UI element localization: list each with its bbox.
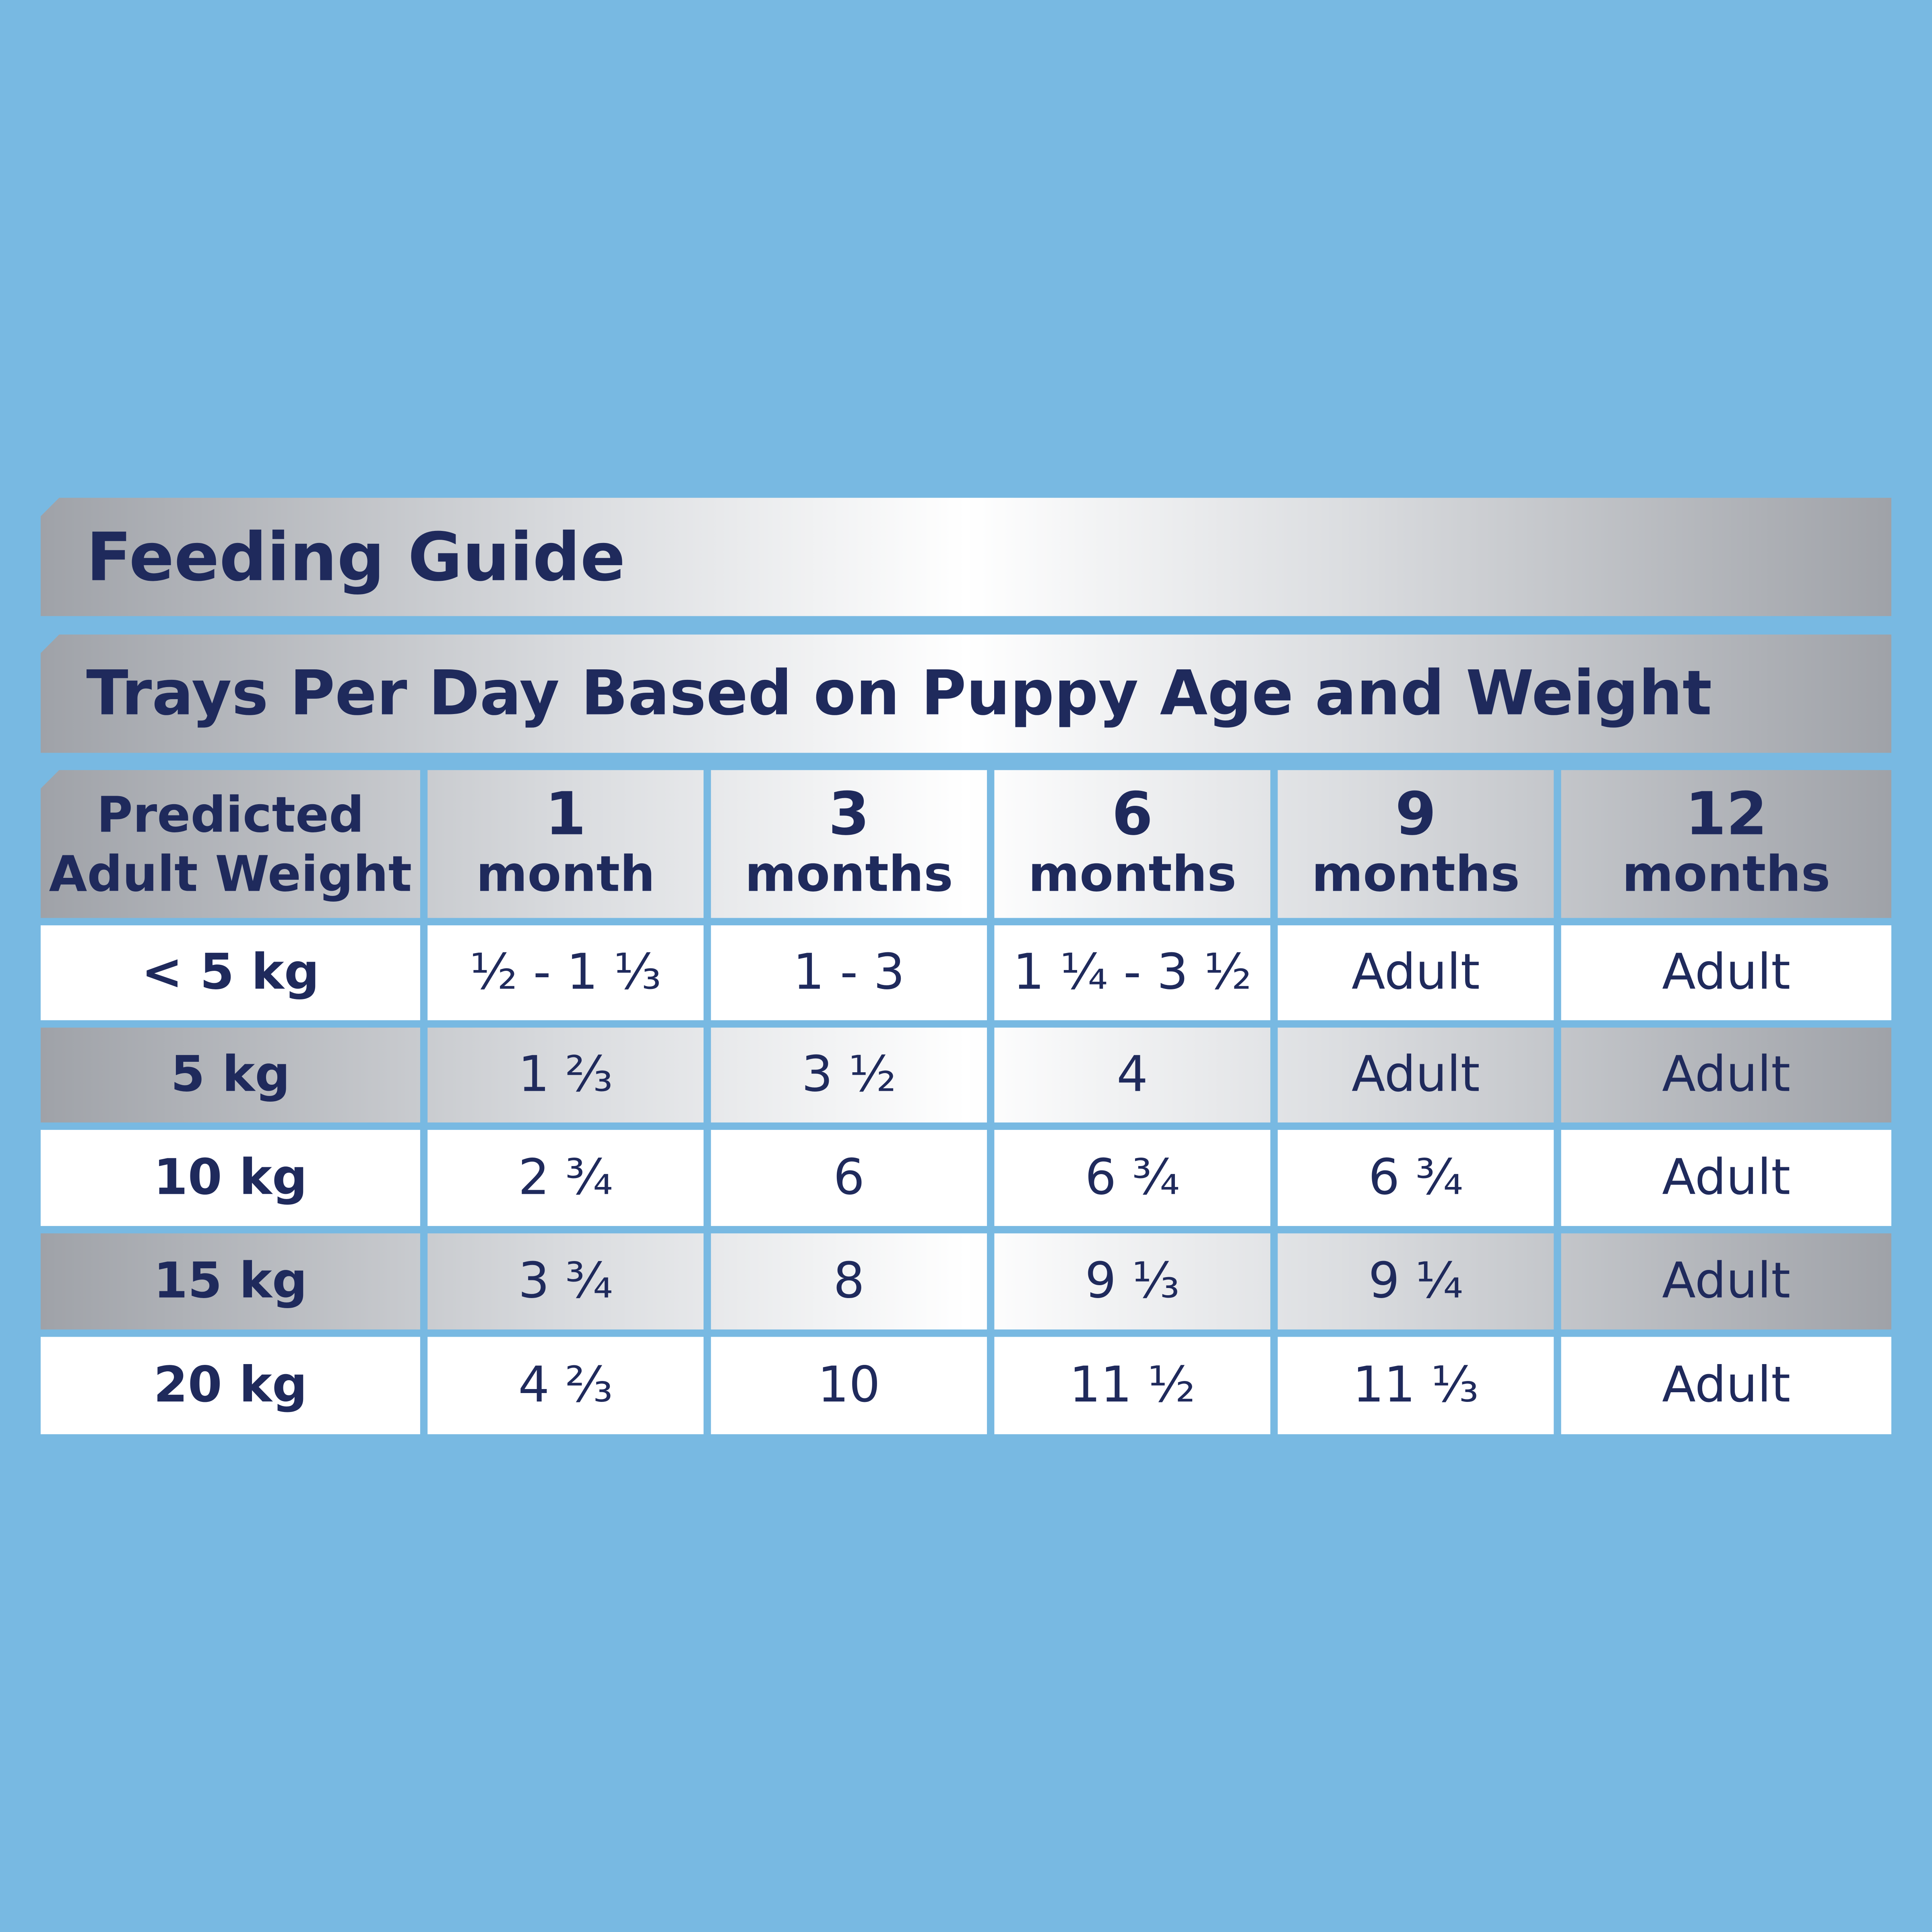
- cell-value: 11 ⅓: [1353, 1356, 1479, 1413]
- column-header: Adult Weight: [49, 845, 412, 902]
- row-header: 10 kg: [153, 1148, 307, 1205]
- cell-value: Adult: [1662, 1045, 1790, 1103]
- cell: [1278, 1028, 1554, 1123]
- row-header: 15 kg: [153, 1251, 307, 1309]
- column-header: month: [476, 845, 655, 902]
- cell: [1278, 925, 1554, 1020]
- cell-value: 6: [833, 1148, 865, 1205]
- cell: [1561, 1337, 1891, 1435]
- row-header: 5 kg: [171, 1045, 290, 1103]
- cell-value: Adult: [1352, 943, 1480, 1001]
- title-banner: [41, 497, 1891, 616]
- cell-value: 3 ½: [801, 1045, 896, 1103]
- column-header: 3: [828, 780, 869, 848]
- cell: [994, 925, 1271, 1020]
- cell: [994, 1337, 1271, 1435]
- cell: [1561, 925, 1891, 1020]
- header-cell: [1561, 770, 1891, 918]
- header-cell: [1278, 770, 1554, 918]
- cell: [427, 1337, 704, 1435]
- cell: [41, 1028, 420, 1123]
- cell-value: Adult: [1662, 1251, 1790, 1309]
- cell: [427, 1028, 704, 1123]
- cell-value: 8: [833, 1251, 865, 1309]
- cell: [711, 1337, 987, 1435]
- cell-value: 4 ⅔: [518, 1356, 613, 1413]
- cell-value: 4: [1117, 1045, 1148, 1103]
- cell-value: Adult: [1662, 1356, 1790, 1413]
- column-header: 12: [1685, 780, 1767, 848]
- cell-value: ½ - 1 ⅓: [470, 943, 661, 1001]
- cell-value: 11 ½: [1069, 1356, 1195, 1413]
- cell: [1561, 1028, 1891, 1123]
- cell: [1278, 1233, 1554, 1330]
- subtitle: Trays Per Day Based on Puppy Age and Wei…: [86, 658, 1712, 729]
- column-header: months: [1622, 845, 1830, 902]
- cell: [994, 1233, 1271, 1330]
- cell: [1278, 1337, 1554, 1435]
- column-header: 6: [1112, 780, 1153, 848]
- cell-value: 10: [817, 1356, 880, 1413]
- cell-value: 9 ⅓: [1085, 1251, 1180, 1309]
- column-header: Predicted: [97, 786, 364, 843]
- cell-value: 6 ¾: [1368, 1148, 1463, 1205]
- cell-value: Adult: [1662, 1148, 1790, 1205]
- column-header: months: [745, 845, 953, 902]
- cell-value: 2 ¾: [518, 1148, 613, 1205]
- cell: [41, 1233, 420, 1330]
- cell: [41, 925, 420, 1020]
- cell: [41, 1337, 420, 1435]
- subtitle-banner: [41, 634, 1891, 753]
- column-header: months: [1028, 845, 1236, 902]
- header-cell: [41, 770, 420, 918]
- row-header: < 5 kg: [141, 943, 319, 1001]
- row-header: 20 kg: [153, 1356, 307, 1413]
- cell-value: 9 ¼: [1368, 1251, 1463, 1309]
- cell: [427, 1233, 704, 1330]
- cell: [711, 1028, 987, 1123]
- cell: [711, 1233, 987, 1330]
- cell: [994, 1028, 1271, 1123]
- cell: [711, 925, 987, 1020]
- cell: [994, 1130, 1271, 1226]
- cell-value: 6 ¾: [1085, 1148, 1180, 1205]
- header-cell: [711, 770, 987, 918]
- cell: [41, 1130, 420, 1226]
- cell: [427, 1130, 704, 1226]
- cell: [1561, 1233, 1891, 1330]
- title: Feeding Guide: [86, 518, 625, 596]
- cell-value: 3 ¾: [518, 1251, 613, 1309]
- cell-value: 1 ¼ - 3 ½: [1013, 943, 1252, 1001]
- column-header: months: [1312, 845, 1520, 902]
- cell-value: Adult: [1352, 1045, 1480, 1103]
- cell: [711, 1130, 987, 1226]
- column-header: 9: [1395, 780, 1436, 848]
- header-cell: [427, 770, 704, 918]
- cell-value: 1 ⅔: [518, 1045, 613, 1103]
- cell-value: Adult: [1662, 943, 1790, 1001]
- cell: [1561, 1130, 1891, 1226]
- cell: [427, 925, 704, 1020]
- column-header: 1: [545, 780, 586, 848]
- cell-value: 1 - 3: [793, 943, 905, 1001]
- header-cell: [994, 770, 1271, 918]
- cell: [1278, 1130, 1554, 1226]
